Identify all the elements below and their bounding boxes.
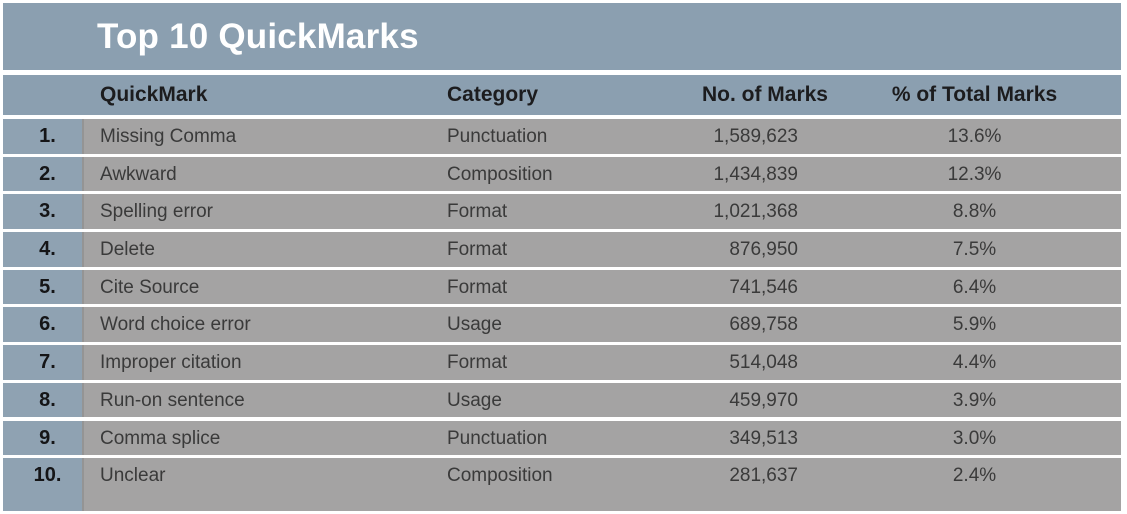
percent-cell: 6.4% — [828, 269, 1121, 305]
category-cell: Usage — [446, 307, 676, 343]
marks-cell: 1,021,368 — [676, 194, 828, 229]
quickmark-cell: Word choice error — [82, 307, 446, 343]
category-cell: Format — [446, 345, 676, 380]
quickmark-cell: Cite Source — [82, 269, 446, 305]
percent-cell: 3.0% — [828, 420, 1121, 456]
quickmark-column-header: QuickMark — [100, 83, 208, 106]
table-title-band: Top 10 QuickMarks — [3, 3, 1121, 70]
category-cell: Composition — [446, 458, 676, 511]
table-row: 3. Spelling error Format 1,021,368 8.8% — [3, 194, 1121, 229]
rank-cell: 8. — [3, 382, 82, 418]
quickmark-cell: Delete — [82, 232, 446, 267]
rank-cell: 4. — [3, 232, 82, 267]
quickmark-cell: Spelling error — [82, 194, 446, 229]
quickmark-cell: Run-on sentence — [82, 382, 446, 418]
table-row: 7. Improper citation Format 514,048 4.4% — [3, 345, 1121, 380]
marks-cell: 281,637 — [676, 458, 828, 511]
percent-cell: 13.6% — [828, 119, 1121, 154]
rank-cell: 6. — [3, 307, 82, 343]
quickmark-cell: Comma splice — [82, 420, 446, 456]
marks-cell: 349,513 — [676, 420, 828, 456]
category-cell: Composition — [446, 156, 676, 192]
table-row: 8. Run-on sentence Usage 459,970 3.9% — [3, 382, 1121, 418]
percent-cell: 2.4% — [828, 458, 1121, 511]
percent-cell: 4.4% — [828, 345, 1121, 380]
table-row: 1. Missing Comma Punctuation 1,589,623 1… — [3, 119, 1121, 154]
table-row: 10. Unclear Composition 281,637 2.4% — [3, 458, 1121, 511]
percent-cell: 8.8% — [828, 194, 1121, 229]
percent-cell: 12.3% — [828, 156, 1121, 192]
marks-cell: 459,970 — [676, 382, 828, 418]
table-row: 9. Comma splice Punctuation 349,513 3.0% — [3, 420, 1121, 456]
percent-column-header: % of Total Marks — [891, 83, 1058, 106]
rank-cell: 1. — [3, 119, 82, 154]
marks-cell: 741,546 — [676, 269, 828, 305]
table-row: 2. Awkward Composition 1,434,839 12.3% — [3, 156, 1121, 192]
marks-cell: 1,434,839 — [676, 156, 828, 192]
rank-cell: 7. — [3, 345, 82, 380]
quickmark-cell: Missing Comma — [82, 119, 446, 154]
rank-cell: 3. — [3, 194, 82, 229]
marks-cell: 514,048 — [676, 345, 828, 380]
table-row: 5. Cite Source Format 741,546 6.4% — [3, 269, 1121, 305]
category-cell: Punctuation — [446, 119, 676, 154]
percent-cell: 7.5% — [828, 232, 1121, 267]
column-header-row: QuickMark Category No. of Marks % of Tot… — [3, 75, 1121, 115]
table-title: Top 10 QuickMarks — [97, 16, 419, 56]
quickmark-cell: Awkward — [82, 156, 446, 192]
quickmarks-table: Top 10 QuickMarks QuickMark Category No.… — [3, 3, 1121, 511]
category-column-header: Category — [447, 83, 539, 106]
table-row: 4. Delete Format 876,950 7.5% — [3, 232, 1121, 267]
quickmark-cell: Unclear — [82, 458, 446, 511]
marks-column-header: No. of Marks — [701, 83, 828, 106]
marks-cell: 689,758 — [676, 307, 828, 343]
category-cell: Format — [446, 232, 676, 267]
quickmark-cell: Improper citation — [82, 345, 446, 380]
category-cell: Usage — [446, 382, 676, 418]
category-cell: Format — [446, 269, 676, 305]
marks-cell: 876,950 — [676, 232, 828, 267]
rank-cell: 5. — [3, 269, 82, 305]
table-row: 6. Word choice error Usage 689,758 5.9% — [3, 307, 1121, 343]
percent-cell: 3.9% — [828, 382, 1121, 418]
category-cell: Format — [446, 194, 676, 229]
table-body: 1. Missing Comma Punctuation 1,589,623 1… — [3, 119, 1121, 511]
rank-column-header — [3, 75, 82, 115]
rank-cell: 9. — [3, 420, 82, 456]
rank-cell: 10. — [3, 458, 82, 511]
percent-cell: 5.9% — [828, 307, 1121, 343]
category-cell: Punctuation — [446, 420, 676, 456]
rank-cell: 2. — [3, 156, 82, 192]
marks-cell: 1,589,623 — [676, 119, 828, 154]
